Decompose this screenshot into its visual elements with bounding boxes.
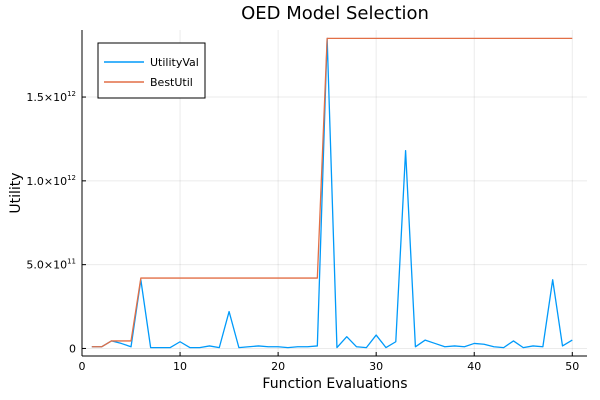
legend-box (97, 42, 206, 99)
chart-title: OED Model Selection (241, 3, 429, 24)
y-axis-label: Utility (8, 172, 24, 213)
x-tick-label: 10 (173, 360, 187, 373)
y-tick-label: 0 (69, 342, 76, 355)
legend-label-bestutil: BestUtil (150, 76, 193, 89)
x-tick-label: 50 (565, 360, 579, 373)
series-line-utilityval (91, 37, 573, 349)
legend: UtilityVal BestUtil (97, 42, 206, 99)
y-tick-label: 1.0×1012 (26, 174, 76, 188)
series-layer (91, 37, 573, 349)
x-tick-label: 0 (79, 360, 86, 373)
x-tick-label: 30 (369, 360, 383, 373)
x-tick-label: 20 (271, 360, 285, 373)
x-ticks: 0 10 20 30 40 50 (79, 352, 579, 373)
axes (81, 30, 587, 357)
x-tick-label: 40 (467, 360, 481, 373)
y-tick-label: 1.5×1012 (26, 90, 76, 104)
series-line-bestutil (91, 37, 573, 348)
y-tick-label: 5.0×1011 (26, 258, 76, 272)
x-axis-label: Function Evaluations (262, 376, 407, 392)
y-ticks: 0 5.0×1011 1.0×1012 1.5×1012 (26, 90, 86, 355)
legend-label-utilityval: UtilityVal (150, 56, 199, 69)
